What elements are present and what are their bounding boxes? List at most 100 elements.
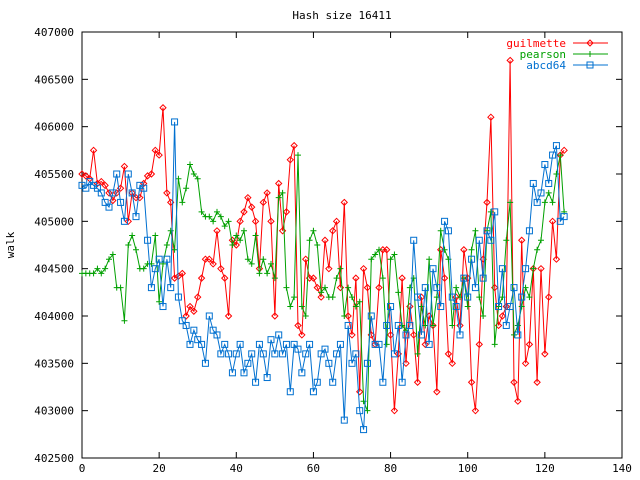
data-point-pearson [522,284,529,291]
data-point-pearson [530,265,537,272]
data-point-abcd64 [279,350,287,358]
data-point-guilmette [541,350,549,358]
data-point-guilmette [89,146,98,155]
data-point-abcd64 [502,321,510,329]
data-point-abcd64 [124,170,132,178]
data-point-guilmette [483,198,491,207]
data-point-abcd64 [529,179,537,187]
plot-frame [81,31,623,459]
data-point-abcd64 [429,265,437,273]
data-point-pearson [183,185,190,192]
data-point-abcd64 [371,340,379,348]
data-point-guilmette [294,321,302,330]
data-point-guilmette [514,397,522,405]
data-point-guilmette [147,170,156,178]
data-point-guilmette [417,293,426,301]
data-point-pearson [468,246,475,253]
data-point-abcd64 [205,312,213,320]
data-point-abcd64 [325,359,333,367]
data-point-guilmette [518,236,526,244]
data-point-abcd64 [163,255,171,263]
data-point-guilmette [340,198,348,207]
series-layer [78,56,568,434]
data-point-abcd64 [444,227,452,235]
data-point-abcd64 [363,359,371,367]
data-point-guilmette [271,312,279,320]
data-point-pearson [545,189,552,196]
data-point-pearson [206,213,213,220]
data-point-guilmette [82,172,90,180]
data-point-pearson [341,313,348,319]
data-point-guilmette [421,340,429,349]
data-point-pearson [179,199,186,206]
data-point-pearson [457,294,463,301]
data-point-pearson [109,251,116,258]
data-point-guilmette [525,340,534,349]
x-tick-label: 80 [384,462,397,475]
data-point-abcd64 [522,265,530,273]
data-point-pearson [275,194,282,201]
data-point-guilmette [348,331,356,339]
data-point-pearson [221,223,228,230]
x-tick-label: 120 [535,462,555,475]
data-point-abcd64 [475,236,483,244]
data-point-abcd64 [441,217,449,225]
data-point-abcd64 [340,416,348,424]
data-point-pearson [187,161,193,168]
data-point-guilmette [467,378,476,386]
data-point-abcd64 [286,388,294,396]
data-point-abcd64 [333,350,341,358]
x-tick-label: 100 [458,462,478,475]
data-point-guilmette [124,217,132,226]
data-point-pearson [503,237,510,244]
data-point-pearson [271,275,278,282]
data-point-pearson [102,265,109,272]
data-point-guilmette [197,274,206,282]
y-tick-label: 406000 [34,121,74,134]
data-point-pearson [279,189,286,196]
series-line-pearson [82,154,565,411]
data-point-abcd64 [433,284,441,292]
data-point-guilmette [487,113,495,121]
data-point-pearson [94,265,101,272]
data-point-abcd64 [198,340,206,348]
data-point-pearson [237,237,244,244]
data-point-pearson [171,246,178,253]
x-tick-label: 140 [612,462,632,475]
y-tick-label: 405000 [34,215,74,228]
data-point-guilmette [240,208,248,216]
data-point-pearson [225,218,232,225]
data-point-pearson [491,341,498,348]
series-pearson [79,152,568,414]
data-point-abcd64 [437,303,445,311]
data-point-pearson [233,232,240,239]
data-point-pearson [368,256,375,263]
data-point-guilmette [398,274,406,282]
data-point-pearson [480,313,487,319]
data-point-abcd64 [541,161,549,169]
data-point-pearson [349,294,355,301]
data-point-guilmette [186,302,194,311]
data-point-abcd64 [552,142,560,150]
data-point-guilmette [471,406,480,415]
data-point-abcd64 [267,336,275,344]
legend-label-guilmette: guilmette [506,37,566,50]
data-point-abcd64 [248,350,256,358]
data-point-guilmette [151,146,159,155]
data-point-abcd64 [460,274,468,282]
data-point-guilmette [437,246,445,254]
data-point-abcd64 [178,317,186,325]
data-point-guilmette [375,283,383,292]
data-point-guilmette [298,331,306,339]
data-point-guilmette [217,264,225,273]
data-point-abcd64 [410,236,418,244]
data-point-guilmette [460,246,468,254]
data-point-pearson [514,322,521,329]
data-point-abcd64 [86,178,94,186]
data-point-guilmette [105,189,113,197]
data-point-guilmette [433,388,441,396]
chart-title: Hash size 16411 [292,9,391,22]
data-point-guilmette [78,170,86,178]
data-point-pearson [507,199,514,206]
